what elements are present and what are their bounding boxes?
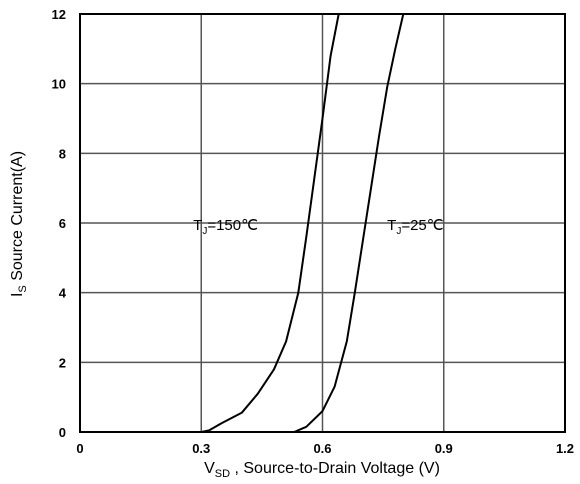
annotation-tj-0: TJ=150℃ xyxy=(193,217,258,237)
x-axis-label: VSD , Source-to-Drain Voltage (V) xyxy=(204,460,440,480)
x-tick-label: 0.6 xyxy=(313,441,331,456)
annotations: TJ=150℃ TJ=25℃ xyxy=(193,217,443,237)
y-tick-label: 0 xyxy=(59,425,66,440)
x-tick-label: 0 xyxy=(76,441,83,456)
y-tick-label: 6 xyxy=(59,216,66,231)
y-tick-label: 2 xyxy=(59,355,66,370)
x-tick-label: 0.3 xyxy=(192,441,210,456)
plot-frame xyxy=(79,13,566,433)
grid-lines xyxy=(80,14,565,432)
y-tick-label: 8 xyxy=(59,146,66,161)
x-tick-labels: 0 0.3 0.6 0.9 1.2 xyxy=(76,441,574,456)
series-layer xyxy=(80,13,405,433)
y-tick-label: 10 xyxy=(52,77,66,92)
y-tick-labels: 0 2 4 6 8 10 12 xyxy=(52,7,67,440)
y-axis-label: IS Source Current(A) xyxy=(9,151,29,297)
y-tick-label: 4 xyxy=(59,286,67,301)
y-tick-label: 12 xyxy=(52,7,66,22)
annotation-tj-1: TJ=25℃ xyxy=(387,217,443,237)
series-line-1 xyxy=(293,13,405,433)
plot-border xyxy=(79,13,566,433)
x-tick-label: 0.9 xyxy=(435,441,453,456)
series-line-0 xyxy=(80,13,340,433)
x-tick-label: 1.2 xyxy=(556,441,574,456)
